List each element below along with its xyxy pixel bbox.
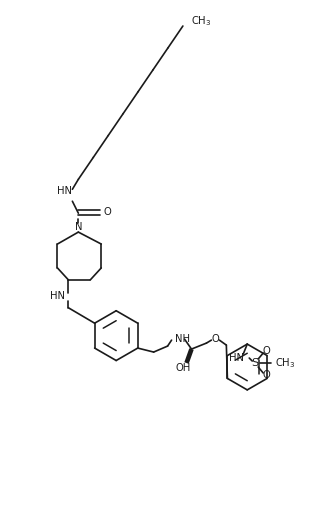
Text: O: O xyxy=(262,370,270,380)
Text: CH$_3$: CH$_3$ xyxy=(275,356,296,370)
Text: N: N xyxy=(74,222,82,232)
Text: HN: HN xyxy=(58,186,72,196)
Text: HN: HN xyxy=(50,291,65,301)
Text: CH$_3$: CH$_3$ xyxy=(191,14,211,28)
Text: NH: NH xyxy=(175,334,190,344)
Text: O: O xyxy=(103,207,111,217)
Text: O: O xyxy=(212,334,219,344)
Text: S: S xyxy=(252,358,259,368)
Text: O: O xyxy=(262,346,270,356)
Text: HN: HN xyxy=(229,353,244,363)
Text: OH: OH xyxy=(176,363,191,373)
